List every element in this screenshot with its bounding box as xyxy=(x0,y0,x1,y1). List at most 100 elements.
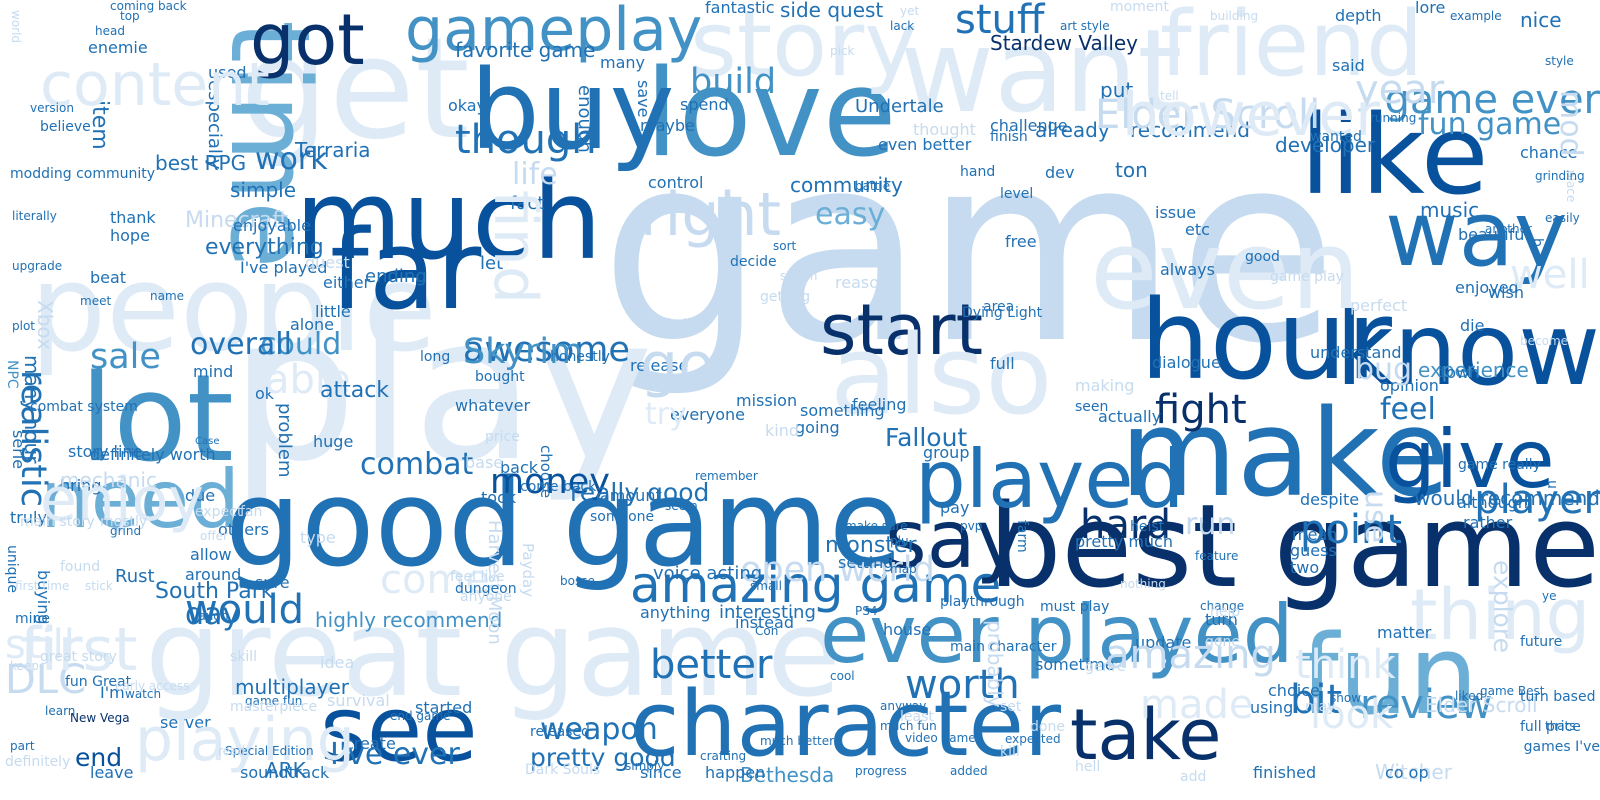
word-remember: remember xyxy=(695,469,758,483)
word-meet: meet xyxy=(80,294,112,308)
word-bethesda: Bethesda xyxy=(740,763,835,787)
word-understand: understand xyxy=(1310,343,1402,362)
word-feeling: feeling xyxy=(852,395,907,414)
word-story: story xyxy=(690,0,918,97)
word-thank: thank xyxy=(110,208,156,227)
word-bit: bit xyxy=(1290,677,1343,723)
word-fun-great: fun Great xyxy=(65,674,132,690)
word-top: top xyxy=(120,9,140,23)
word-side-quest: side quest xyxy=(780,0,884,22)
word-steam: steam xyxy=(780,269,818,283)
word-developer: developer xyxy=(1275,133,1376,157)
word-put: put xyxy=(1100,78,1134,102)
word-found: found xyxy=(60,559,101,575)
word-learn: learn xyxy=(45,704,76,718)
word-used: used xyxy=(208,63,247,82)
word-done: done xyxy=(1030,719,1065,735)
word-enough: enough xyxy=(574,85,595,153)
word-best-rpg: best RPG xyxy=(155,151,247,175)
word-quest: quest xyxy=(305,253,350,272)
word-many-hour: many hour xyxy=(20,355,44,464)
word-dark-souls: Dark Souls xyxy=(525,762,601,778)
word-little: little xyxy=(315,302,351,321)
word-terraria: Terraria xyxy=(295,138,371,162)
word-believe: believe xyxy=(40,119,91,135)
word-rust: Rust xyxy=(115,566,155,587)
word-main-story: main story xyxy=(20,514,95,530)
word-grinding: grinding xyxy=(1535,169,1585,183)
word-set: set xyxy=(1000,699,1022,715)
word-elder-scroll: Elder Scroll xyxy=(1095,92,1321,138)
word-town: town xyxy=(1440,363,1480,382)
word-gameplay: gameplay xyxy=(405,0,703,65)
word-mechanic: mechanic xyxy=(60,468,157,492)
word-thing: thing xyxy=(1410,574,1591,656)
word-way: way xyxy=(1385,182,1568,287)
word-free: free xyxy=(1005,232,1037,251)
word-lot: lot xyxy=(80,350,234,489)
word-everything: everything xyxy=(205,235,324,260)
word-end-game: end game xyxy=(390,709,451,723)
word-chance: chance xyxy=(1520,143,1578,162)
word-leave: leave xyxy=(90,763,134,782)
word-bring: bring xyxy=(60,476,102,495)
word-choice: choice xyxy=(1268,681,1320,700)
word-whatever: whatever xyxy=(455,396,531,415)
word-getting: getting xyxy=(760,289,811,305)
word-playing: playing xyxy=(135,705,355,775)
word-problem: problem xyxy=(274,403,295,478)
word-may: may xyxy=(1305,699,1336,715)
word-expected: expected xyxy=(1005,732,1061,746)
word-style: style xyxy=(1545,54,1574,68)
word-server: server xyxy=(160,713,211,732)
word-name: name xyxy=(150,289,185,303)
word-story-line: story line xyxy=(68,442,143,461)
word-easily: easily xyxy=(1545,211,1580,225)
word-literally: literally xyxy=(12,209,57,223)
word-feel: feel xyxy=(1380,392,1436,427)
word-actually: actually xyxy=(1098,407,1162,426)
word-want: want xyxy=(900,5,1183,139)
word-know: know xyxy=(1335,291,1600,408)
word-beautiful: beautiful xyxy=(1458,225,1529,244)
word-video-game: video game xyxy=(905,731,976,745)
word-ps4: PS4 xyxy=(855,604,878,618)
word-fan: fan xyxy=(240,504,263,520)
word-moment: moment xyxy=(1110,0,1169,15)
word-make: make xyxy=(1120,385,1450,524)
word-liked: liked xyxy=(1455,689,1484,703)
word-already: already xyxy=(1035,118,1110,142)
word-head: head xyxy=(95,24,125,38)
word-stick: stick xyxy=(85,579,113,593)
word-dungeon: dungeon xyxy=(455,581,517,597)
word-make-sure: make sure xyxy=(845,519,908,533)
word-payday: Payday xyxy=(519,543,537,598)
word-instead: instead xyxy=(735,613,794,632)
word-full-price: full price xyxy=(1520,719,1581,735)
word-say: say xyxy=(885,493,1024,586)
word-okay: okay xyxy=(448,96,487,115)
word-awesome: awesome xyxy=(463,330,630,370)
word-year: year xyxy=(1355,67,1445,113)
word-fight: fight xyxy=(1155,387,1247,433)
word-hard: hard xyxy=(1080,502,1171,548)
word-anyone: anyone xyxy=(460,589,512,605)
word-beat: beat xyxy=(90,268,127,287)
word-upgrade: upgrade xyxy=(12,259,63,273)
word-find: find xyxy=(480,190,550,304)
word-special-edition: Special Edition xyxy=(225,744,314,758)
word-enjoy: enjoy xyxy=(40,465,204,535)
word-game-fun: game fun xyxy=(245,694,303,708)
word-honestly: honestly xyxy=(550,349,610,365)
word-pretty-good: pretty good xyxy=(530,743,676,772)
word-since: since xyxy=(640,763,682,782)
word-combat-system: combat system xyxy=(30,399,138,415)
word-ending: ending xyxy=(365,266,427,287)
word-area: area xyxy=(983,299,1015,315)
word-hell: hell xyxy=(1075,759,1101,775)
word-u: u xyxy=(1544,480,1560,489)
word-ever-played: ever played xyxy=(820,588,1294,681)
word-watch: watch xyxy=(125,687,162,701)
word-base: base xyxy=(465,453,504,472)
word-two: two xyxy=(1290,558,1320,577)
